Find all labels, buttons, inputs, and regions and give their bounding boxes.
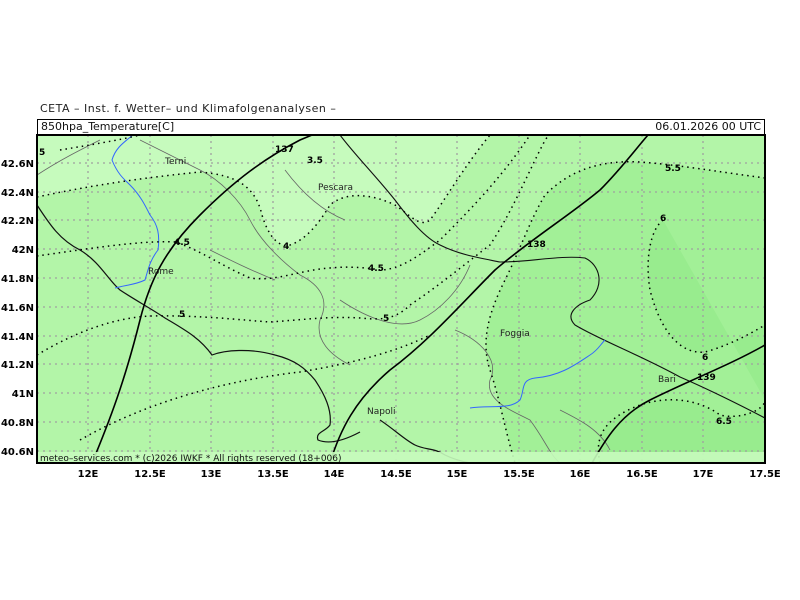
lon-tick-label: 12E (78, 469, 99, 480)
city-label: Napoli (367, 407, 395, 417)
adriatic-coast (339, 135, 765, 419)
temp-label: 6 (702, 353, 708, 363)
geopotential-label: 139 (697, 373, 716, 383)
lat-tick-label: 40.8N (1, 418, 34, 429)
lon-tick-label: 17E (693, 469, 714, 480)
lon-tick-label: 16.5E (626, 469, 658, 480)
city-label: Rome (148, 267, 174, 277)
lat-tick-label: 41.4N (1, 332, 34, 343)
lat-tick-label: 42N (12, 245, 34, 256)
shade-dark (485, 161, 765, 463)
regional-borders (37, 139, 611, 463)
geopotential-contours (91, 135, 765, 463)
temp-label: 4.5 (368, 264, 384, 274)
lat-tick-label: 41.2N (1, 360, 34, 371)
copyright-text: meteo–services.com * (c)2026 IWKF * All … (40, 454, 342, 464)
temp-label: 5 (39, 148, 45, 158)
shade-darkest (598, 220, 765, 463)
geopotential-label: 137 (275, 145, 294, 155)
lat-tick-label: 41.6N (1, 303, 34, 314)
shade-light (37, 135, 490, 246)
lat-tick-label: 41N (12, 389, 34, 400)
lat-tick-label: 40.6N (1, 447, 34, 458)
lon-tick-label: 13E (201, 469, 222, 480)
temperature-contours (37, 135, 765, 463)
chart-title: CETA – Inst. f. Wetter– und Klimafolgena… (40, 102, 337, 115)
lon-tick-label: 16E (570, 469, 591, 480)
lon-tick-label: 14E (324, 469, 345, 480)
geopotential-label: 138 (527, 240, 546, 250)
temp-label: 6.5 (716, 417, 732, 427)
city-label: Pescara (318, 183, 353, 193)
lon-tick-label: 15E (447, 469, 468, 480)
city-label: Foggia (500, 329, 530, 339)
lat-axis: 42.6N 42.4N 42.2N 42N 41.8N 41.6N 41.4N … (1, 159, 34, 458)
temp-label: 6 (660, 214, 666, 224)
parameter-label: 850hpa_Temperature[C] (41, 120, 175, 133)
lat-tick-label: 42.4N (1, 188, 34, 199)
temp-label: 5.5 (665, 164, 681, 174)
temp-label: 4 (283, 242, 289, 252)
lon-tick-label: 13.5E (257, 469, 289, 480)
temp-label: 5 (179, 310, 185, 320)
city-label: Bari (658, 375, 676, 385)
valid-time: 06.01.2026 00 UTC (655, 120, 761, 133)
lon-tick-label: 17.5E (749, 469, 781, 480)
map-frame (36, 134, 766, 464)
lon-tick-label: 15.5E (503, 469, 535, 480)
lat-tick-label: 41.8N (1, 274, 34, 285)
temp-label: 5 (383, 314, 389, 324)
temp-label: 4.5 (174, 238, 190, 248)
lon-tick-label: 12.5E (134, 469, 166, 480)
city-label: Terni (164, 157, 186, 167)
temp-label: 3.5 (307, 156, 323, 166)
lon-axis: 12E 12.5E 13E 13.5E 14E 14.5E 15E 15.5E … (78, 469, 781, 480)
lat-tick-label: 42.2N (1, 216, 34, 227)
lat-tick-label: 42.6N (1, 159, 34, 170)
footer-strip (37, 452, 765, 463)
lon-tick-label: 14.5E (380, 469, 412, 480)
river (111, 135, 606, 409)
